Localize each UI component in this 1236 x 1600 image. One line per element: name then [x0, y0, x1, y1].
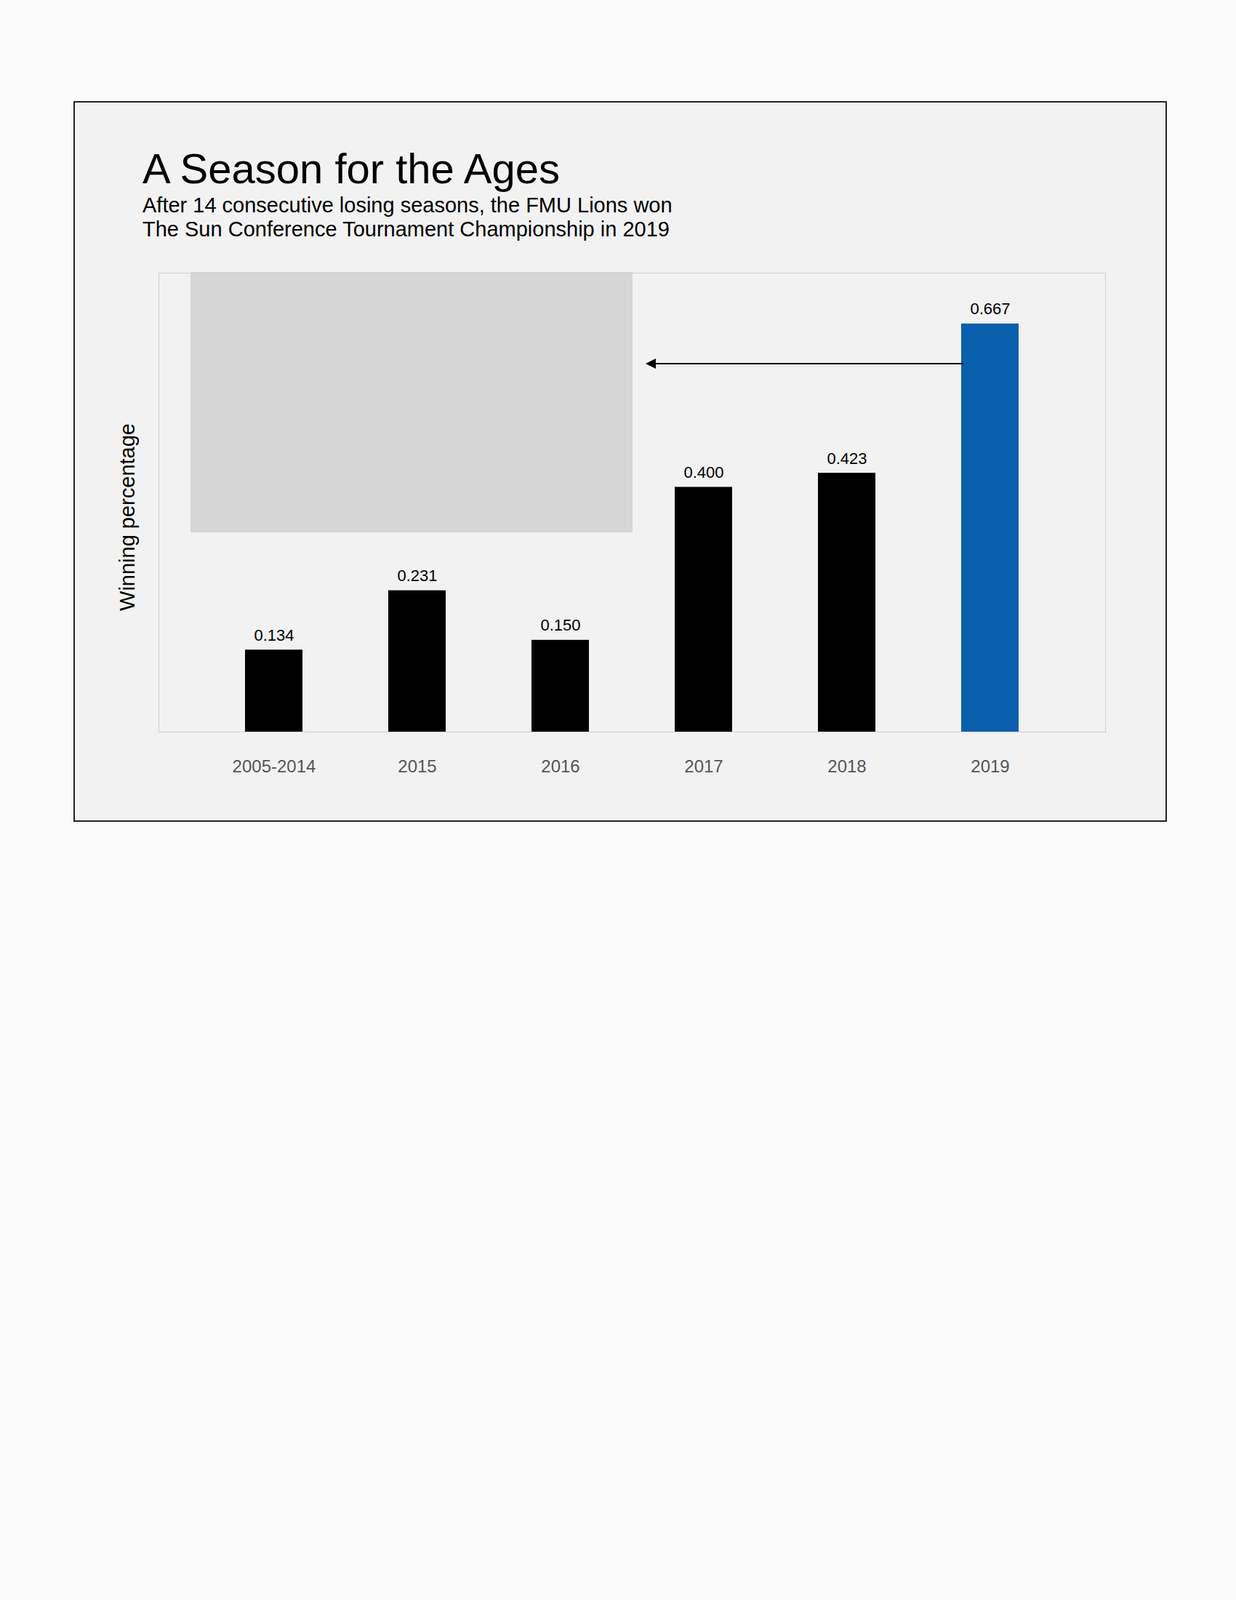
svg-text:2005-2014: 2005-2014: [232, 756, 317, 776]
svg-text:0.423: 0.423: [826, 449, 867, 468]
svg-text:0.231: 0.231: [396, 566, 437, 585]
svg-text:2017: 2017: [684, 756, 723, 776]
svg-text:0.667: 0.667: [969, 299, 1010, 318]
svg-text:0.150: 0.150: [540, 615, 581, 634]
svg-text:2018: 2018: [827, 756, 866, 776]
svg-text:0.134: 0.134: [253, 625, 294, 645]
svg-text:0.400: 0.400: [683, 463, 724, 482]
html-text:A Season for the Ages: A Season for the Ages: [142, 144, 560, 192]
svg-text:2016: 2016: [540, 756, 580, 776]
html-text:Winning percentage: Winning percentage: [115, 423, 139, 611]
svg-text:2015: 2015: [397, 756, 437, 776]
html-text:After 14 consecutive losing se: After 14 consecutive losing seasons, the…: [142, 193, 673, 241]
svg-text:2019: 2019: [970, 756, 1010, 776]
